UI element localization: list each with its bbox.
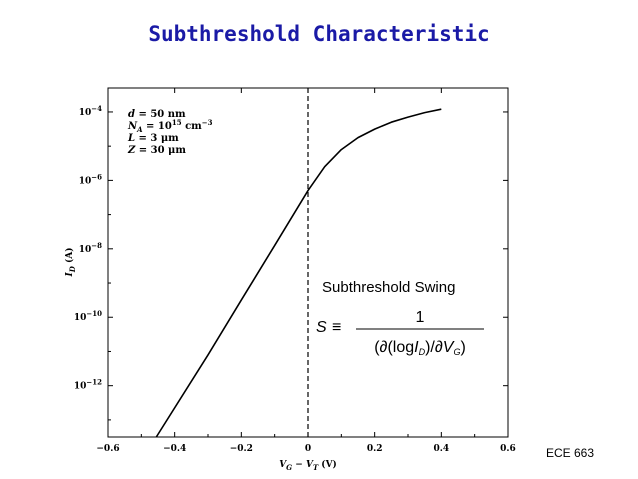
formula-lhs: S [316,319,327,336]
formula-equiv: ≡ [332,319,341,336]
y-tick-label: 10−12 [74,378,102,392]
y-tick-label: 10−8 [79,241,102,255]
formula-denominator: (∂(logID)/∂VG) [374,339,466,357]
x-axis-label: VG − VT (V) [279,459,337,472]
x-tick-label: −0.6 [96,444,119,454]
x-tick-label: 0 [305,444,311,454]
x-tick-label: 0.2 [367,444,383,454]
subthreshold-swing-heading: Subthreshold Swing [322,279,455,296]
formula-numerator: 1 [416,309,425,326]
y-tick-label: 10−4 [79,104,102,118]
y-tick-label: 10−6 [79,172,102,186]
slide-title: Subthreshold Characteristic [148,22,490,46]
x-tick-label: 0.6 [500,444,516,454]
x-tick-label: −0.4 [163,444,186,454]
x-tick-label: 0.4 [433,444,449,454]
course-label: ECE 663 [545,446,594,460]
device-parameter-4: Z = 30 μm [127,145,186,156]
device-parameter-2: NA = 1015 cm−3 [127,118,213,134]
y-axis-label: ID (A) [64,248,77,278]
device-parameter-1: d = 50 nm [128,109,186,120]
id-vs-vg-curve [155,108,442,438]
device-parameter-3: L = 3 μm [127,133,179,144]
y-tick-label: 10−10 [74,309,102,323]
x-tick-label: −0.2 [230,444,253,454]
